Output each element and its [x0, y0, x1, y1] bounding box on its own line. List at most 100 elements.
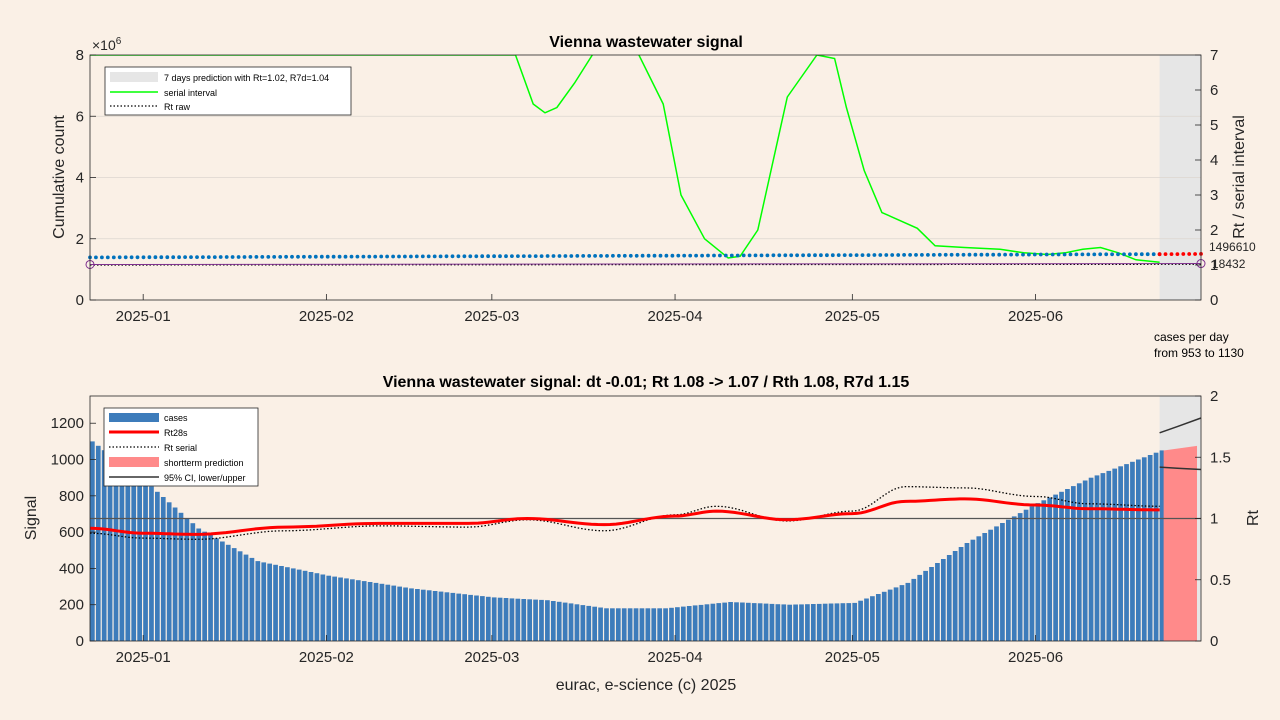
y-tick-label: 400 [59, 560, 84, 577]
case-bar [781, 604, 787, 641]
case-bar [485, 596, 491, 641]
case-bar [964, 543, 970, 641]
case-bar [491, 597, 497, 641]
cumulative-point [153, 255, 158, 260]
top-y2label: Rt / serial interval [1231, 115, 1248, 239]
cumulative-point [1092, 252, 1097, 257]
case-bar [190, 523, 196, 641]
cumulative-point [718, 253, 722, 258]
case-bar [793, 604, 798, 641]
case-bar [1130, 461, 1135, 641]
prediction-point [1187, 252, 1192, 256]
legend-swatch-cases [109, 413, 159, 422]
bottom-y-axis: 0 200 400 600 800 1000 1200 [51, 415, 96, 650]
cumulative-point [605, 254, 609, 258]
case-bar [946, 555, 952, 641]
cumulative-point [908, 253, 912, 257]
x-tick-label: 2025-06 [1008, 308, 1063, 325]
case-bar [355, 580, 361, 641]
cumulative-point [813, 253, 817, 258]
cumulative-point [111, 255, 116, 260]
cumulative-point [135, 255, 140, 260]
case-bar [657, 608, 663, 641]
legend-label-cases: cases [164, 413, 188, 423]
case-bar [468, 594, 473, 641]
cumulative-point [331, 254, 336, 259]
cumulative-point [302, 254, 306, 259]
cumulative-point [1122, 252, 1126, 257]
top-series [85, 55, 1206, 269]
side-note-line-2: from 953 to 1130 [1154, 346, 1244, 360]
legend-label-rt28s: Rt28s [164, 428, 188, 438]
case-bar [899, 585, 905, 641]
case-bar [332, 576, 337, 641]
case-bar [1000, 523, 1005, 641]
case-bar [166, 502, 172, 641]
cumulative-point [747, 253, 752, 258]
cumulative-point [759, 253, 764, 258]
case-bar [586, 605, 592, 641]
case-bar [1076, 483, 1082, 641]
case-bar [1029, 506, 1035, 641]
case-bar [1017, 513, 1023, 641]
cumulative-point [272, 255, 277, 259]
case-bar [550, 601, 556, 641]
cumulative-point [866, 253, 871, 257]
case-bar [184, 518, 190, 641]
cumulative-point [498, 254, 502, 259]
case-bar [1082, 480, 1088, 641]
cumulative-point [777, 253, 782, 258]
cumulative-point [622, 253, 627, 258]
cumulative-point [254, 255, 259, 259]
top-ylabel: Cumulative count [51, 115, 68, 239]
cumulative-point [337, 254, 342, 259]
cumulative-point [355, 254, 360, 259]
cumulative-point [771, 253, 776, 258]
cumulative-point [652, 253, 657, 258]
case-bar [438, 591, 444, 641]
case-bar [568, 603, 574, 641]
top-y2-axis: 0 1 2 3 4 5 6 7 [1195, 47, 1218, 309]
cumulative-point [712, 253, 716, 258]
case-bar [816, 603, 822, 641]
cumulative-point [444, 254, 449, 259]
case-bar [574, 604, 580, 642]
case-bar [113, 459, 119, 641]
case-bar [893, 587, 899, 641]
cumulative-point [230, 255, 235, 259]
case-bar [686, 606, 692, 641]
x-tick-label: 2025-05 [825, 649, 880, 666]
bottom-bars [90, 441, 1197, 642]
cumulative-point [474, 254, 479, 259]
case-bar [722, 602, 728, 641]
cumulative-point [438, 254, 443, 259]
cumulative-point [147, 255, 152, 260]
cumulative-point [414, 254, 419, 259]
case-bar [379, 583, 385, 641]
case-bar [887, 589, 893, 641]
y2-tick-label: 1.5 [1210, 449, 1231, 466]
cumulative-point [420, 254, 425, 259]
case-bar [208, 535, 213, 641]
case-bar [651, 608, 657, 641]
case-bar [279, 566, 284, 641]
cumulative-point [1003, 252, 1007, 257]
series-rt28s [89, 497, 1160, 536]
case-bar [285, 567, 290, 641]
case-bar [710, 603, 716, 641]
cumulative-point [218, 255, 223, 259]
case-bar [740, 602, 745, 641]
cumulative-point [795, 253, 799, 258]
prediction-point [1181, 252, 1186, 256]
cumulative-point [842, 253, 847, 257]
cumulative-point [177, 255, 182, 260]
y-tick-label: 600 [59, 524, 84, 541]
case-bar [1153, 452, 1159, 641]
case-bar [875, 594, 881, 641]
case-bar [940, 559, 946, 641]
cumulative-point [1145, 252, 1150, 257]
y2-tick-label: 0 [1210, 292, 1218, 309]
case-bar [220, 541, 225, 641]
case-bar [994, 526, 999, 641]
